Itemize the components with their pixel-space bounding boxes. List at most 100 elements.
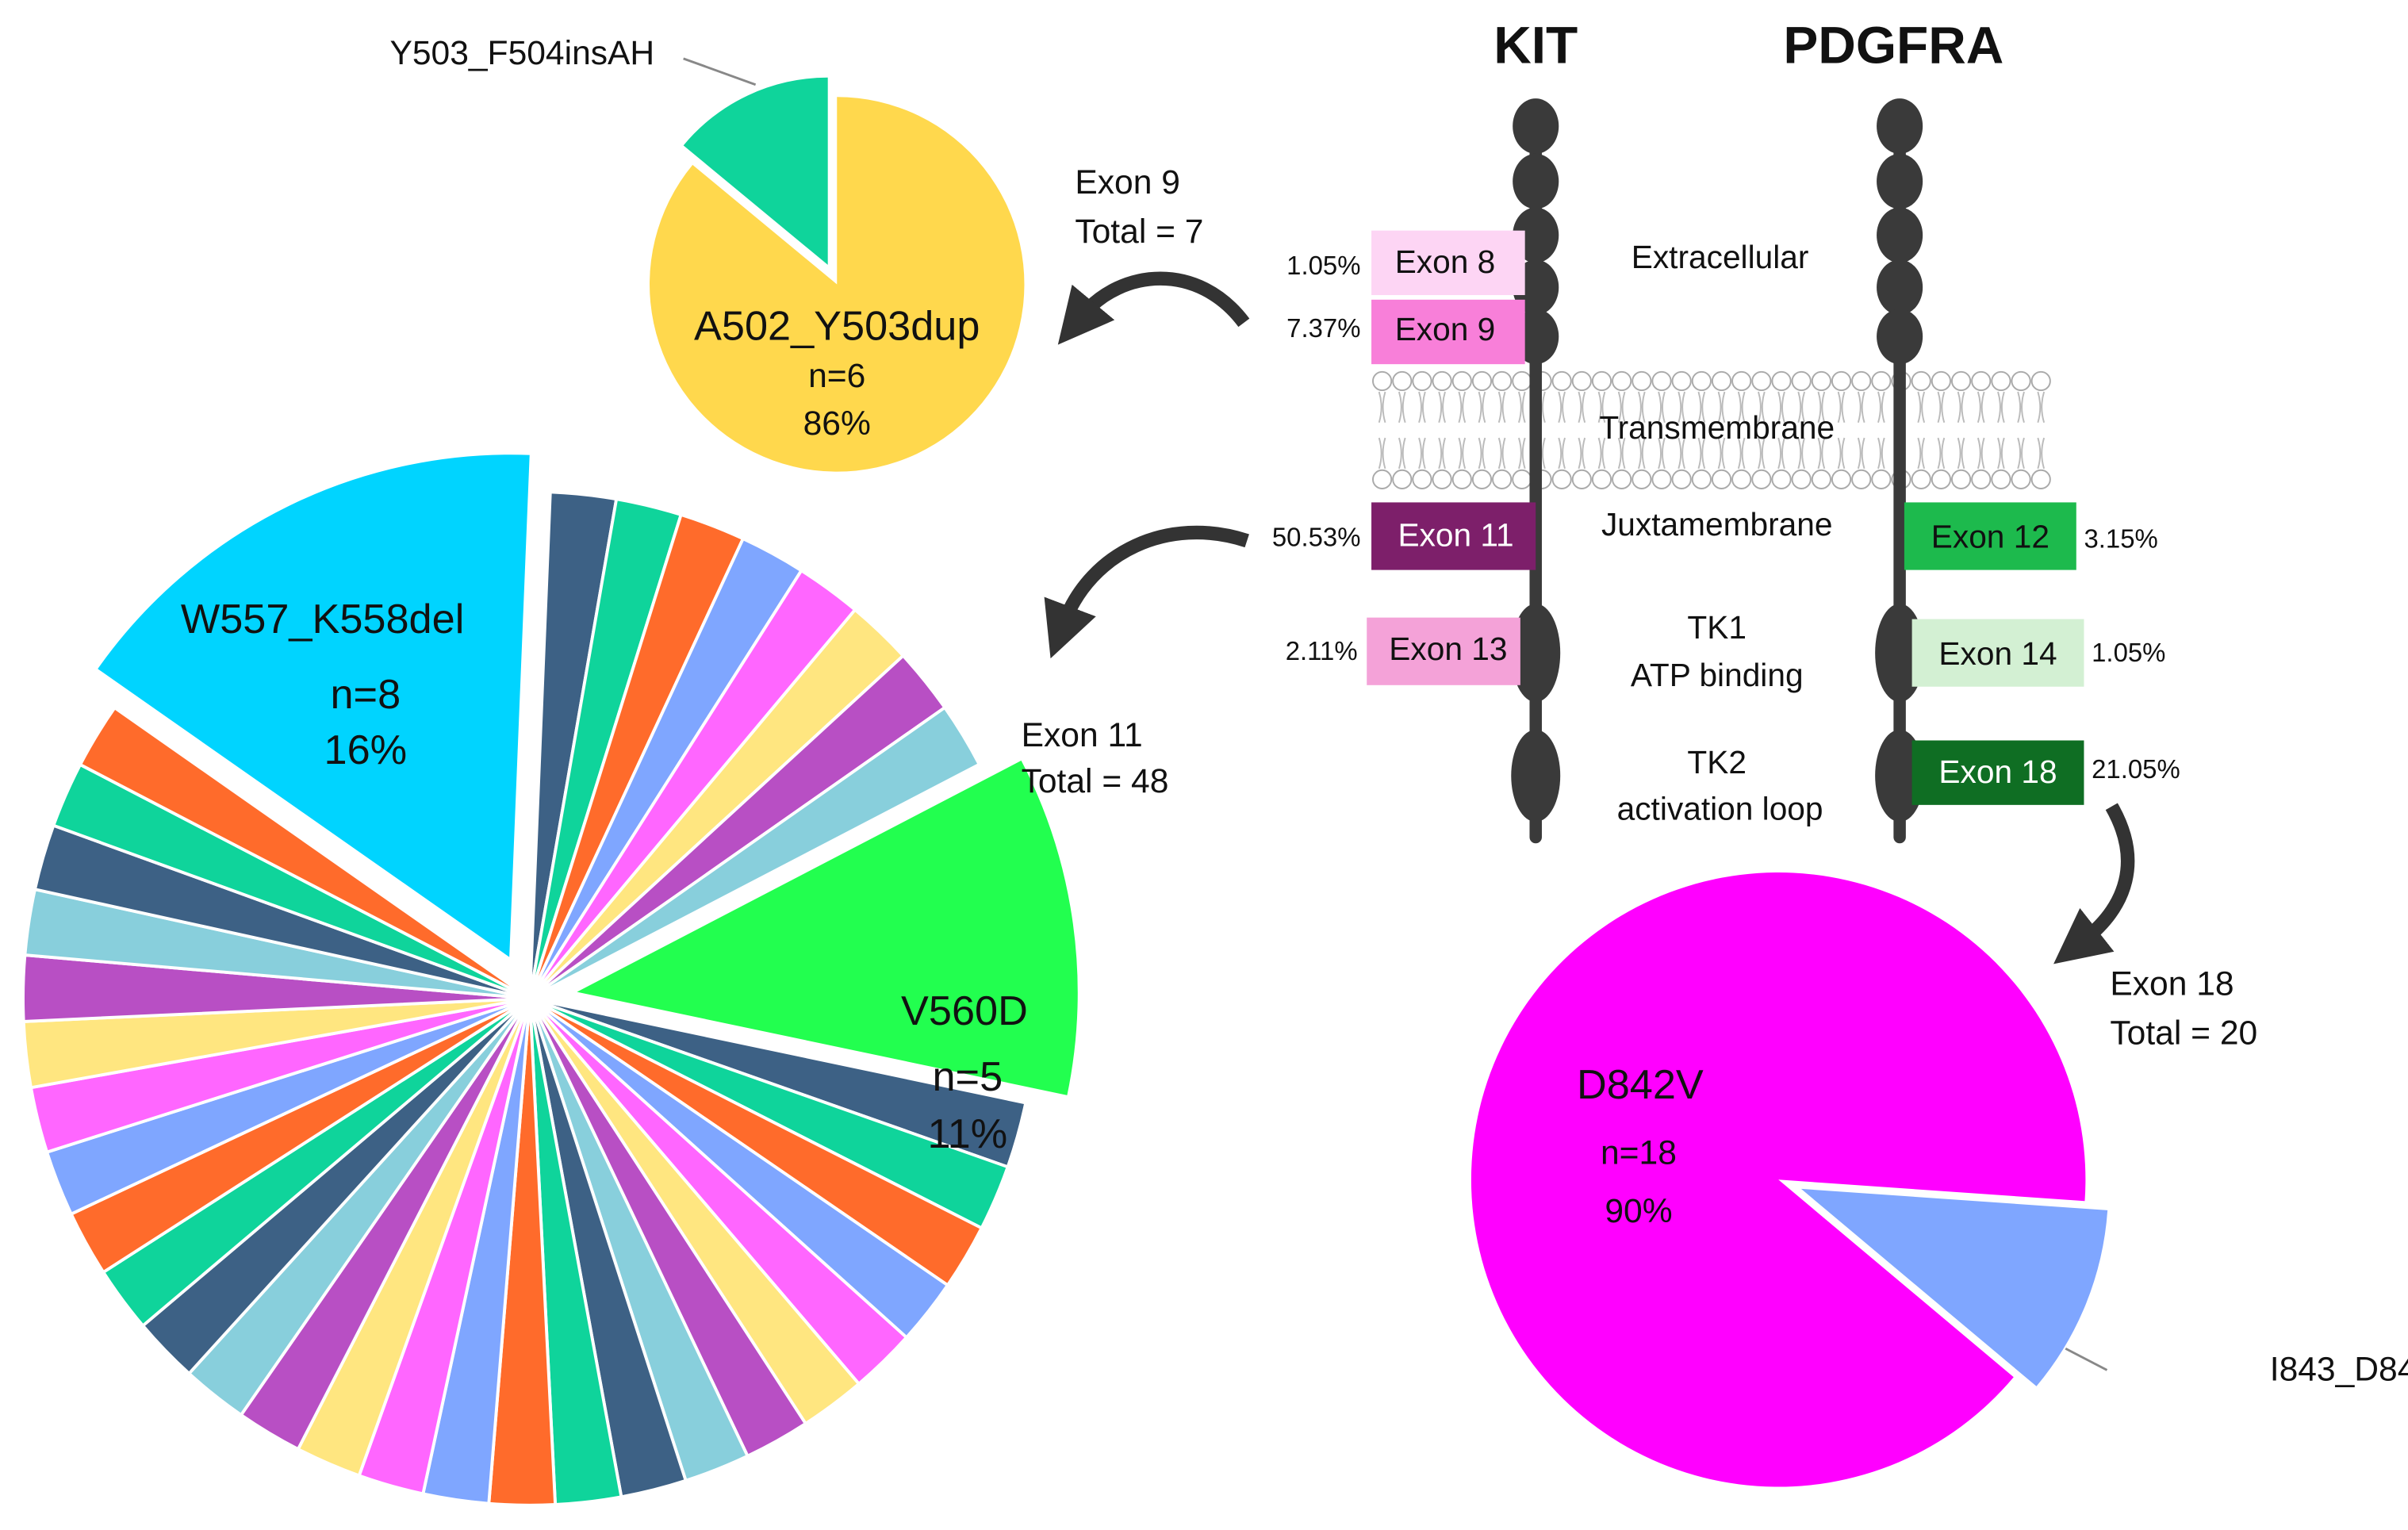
lipid-head xyxy=(1711,370,1732,392)
lipid-tail xyxy=(1378,391,1386,470)
lipid-tail xyxy=(1497,391,1506,470)
lipid-head xyxy=(1751,370,1772,392)
slice-label: 86% xyxy=(803,405,871,443)
exon-box xyxy=(1371,230,1525,296)
protein-name: PDGFRA xyxy=(1783,16,2003,75)
lipid-head xyxy=(1811,370,1831,392)
lipid-head xyxy=(1612,469,1632,489)
lipid-head xyxy=(1551,469,1572,489)
domain-label: activation loop xyxy=(1617,790,1823,826)
lipid-head xyxy=(1512,469,1532,489)
lipid-head xyxy=(1471,469,1493,489)
lipid-head xyxy=(2030,370,2051,392)
lipid-tail xyxy=(1658,391,1666,470)
lipid-head xyxy=(1451,370,1472,392)
leader-line xyxy=(2065,1347,2108,1371)
exon-box xyxy=(1371,299,1525,365)
lipid-head xyxy=(1991,370,2011,392)
exon-label: Exon 13 xyxy=(1389,631,1507,667)
lipid-tail xyxy=(1597,391,1606,470)
lipid-head xyxy=(1671,469,1692,489)
lipid-head xyxy=(1372,370,1393,392)
exon-label: Exon 14 xyxy=(1938,635,2057,672)
lipid-head xyxy=(1591,469,1612,489)
lipid-head xyxy=(1931,370,1951,392)
lipid-head xyxy=(1632,370,1652,392)
lipid-head xyxy=(1591,370,1612,392)
pie-slice xyxy=(650,97,1025,472)
lipid-tail xyxy=(1877,391,1885,470)
lipid-tail xyxy=(1997,391,2005,470)
lipid-head xyxy=(1432,469,1452,489)
slice-label: 11% xyxy=(927,1111,1007,1157)
pie-title: Exon 9 xyxy=(1075,163,1180,201)
pies: Y503_F504insAH A502_Y503dup n=6 86% Exon 9 To… xyxy=(21,34,2408,1507)
lipid-head xyxy=(1612,370,1632,392)
domain-label: Juxtamembrane xyxy=(1601,506,1833,543)
lipid-tail xyxy=(1717,391,1726,470)
exon-box xyxy=(1367,617,1520,685)
slice-label: Y503_F504insAH xyxy=(389,34,654,72)
lipid-head xyxy=(1911,469,1931,489)
arrow xyxy=(1044,525,1249,659)
pie-slice xyxy=(683,77,828,265)
exon-percent: 3.15% xyxy=(2084,523,2157,553)
lipid-head xyxy=(1871,370,1892,392)
exon-box xyxy=(1371,502,1536,570)
lipid-head xyxy=(2030,469,2051,489)
lipid-head xyxy=(1751,469,1772,489)
lipid-head xyxy=(1632,469,1652,489)
lipid-head xyxy=(1492,469,1513,489)
lipid-tail xyxy=(1697,391,1706,470)
pie-title: Exon 18 xyxy=(2110,965,2234,1003)
lipid-head xyxy=(1512,370,1532,392)
slice-label: n=6 xyxy=(808,357,865,395)
domain-label: TK2 xyxy=(1687,744,1747,780)
slice-label: A502_Y503dup xyxy=(694,303,980,349)
lipid-tail xyxy=(1797,391,1805,470)
lipid-head xyxy=(1691,370,1712,392)
lipid-tail xyxy=(1578,391,1586,470)
exon-label: Exon 11 xyxy=(1398,517,1513,554)
lipid-head xyxy=(1950,370,1972,392)
lipid-head xyxy=(1392,469,1413,489)
lipid-head xyxy=(2011,469,2031,489)
slice-label: V560D xyxy=(901,988,1028,1034)
lipid-tail xyxy=(1758,391,1766,470)
lipid-tail xyxy=(1817,391,1826,470)
lipid-head xyxy=(1911,370,1931,392)
exon-label: Exon 18 xyxy=(1938,753,2057,790)
lipid-tail xyxy=(1398,391,1406,470)
exon-percent: 21.05% xyxy=(2092,754,2180,784)
pie-subtitle: Total = 48 xyxy=(1022,762,1169,800)
lipid-tail xyxy=(1438,391,1446,470)
pie-slice xyxy=(568,756,1081,1099)
lipid-head xyxy=(1551,370,1572,392)
domain-label: Extracellular xyxy=(1632,239,1809,275)
lipid-head xyxy=(1432,370,1452,392)
leader-line xyxy=(683,57,757,86)
lipid-tail xyxy=(1937,391,1946,470)
lipid-head xyxy=(1971,370,1992,392)
lipid-head xyxy=(1571,370,1592,392)
lipid-head xyxy=(1791,469,1812,489)
lipid-head xyxy=(1671,370,1692,392)
lipid-head xyxy=(1571,469,1592,489)
domain-label: TK1 xyxy=(1687,609,1747,646)
lipid-tail xyxy=(1478,391,1486,470)
domain-label: ATP binding xyxy=(1631,657,1804,693)
slice-label: n=8 xyxy=(330,672,401,718)
membrane xyxy=(1372,370,2051,489)
lipid-head xyxy=(1851,469,1872,489)
lipid-head xyxy=(1451,469,1472,489)
lipid-head xyxy=(1950,469,1972,489)
lipid-head xyxy=(1651,370,1672,392)
lipid-tail xyxy=(2017,391,2025,470)
lipid-head xyxy=(1372,469,1393,489)
lipid-head xyxy=(1931,469,1951,489)
exon-label: Exon 8 xyxy=(1395,243,1496,280)
lipid-head xyxy=(1412,469,1432,489)
exon-box xyxy=(1911,619,2084,687)
slice-label: n=5 xyxy=(932,1054,1003,1100)
domain-label: Transmembrane xyxy=(1599,409,1835,446)
